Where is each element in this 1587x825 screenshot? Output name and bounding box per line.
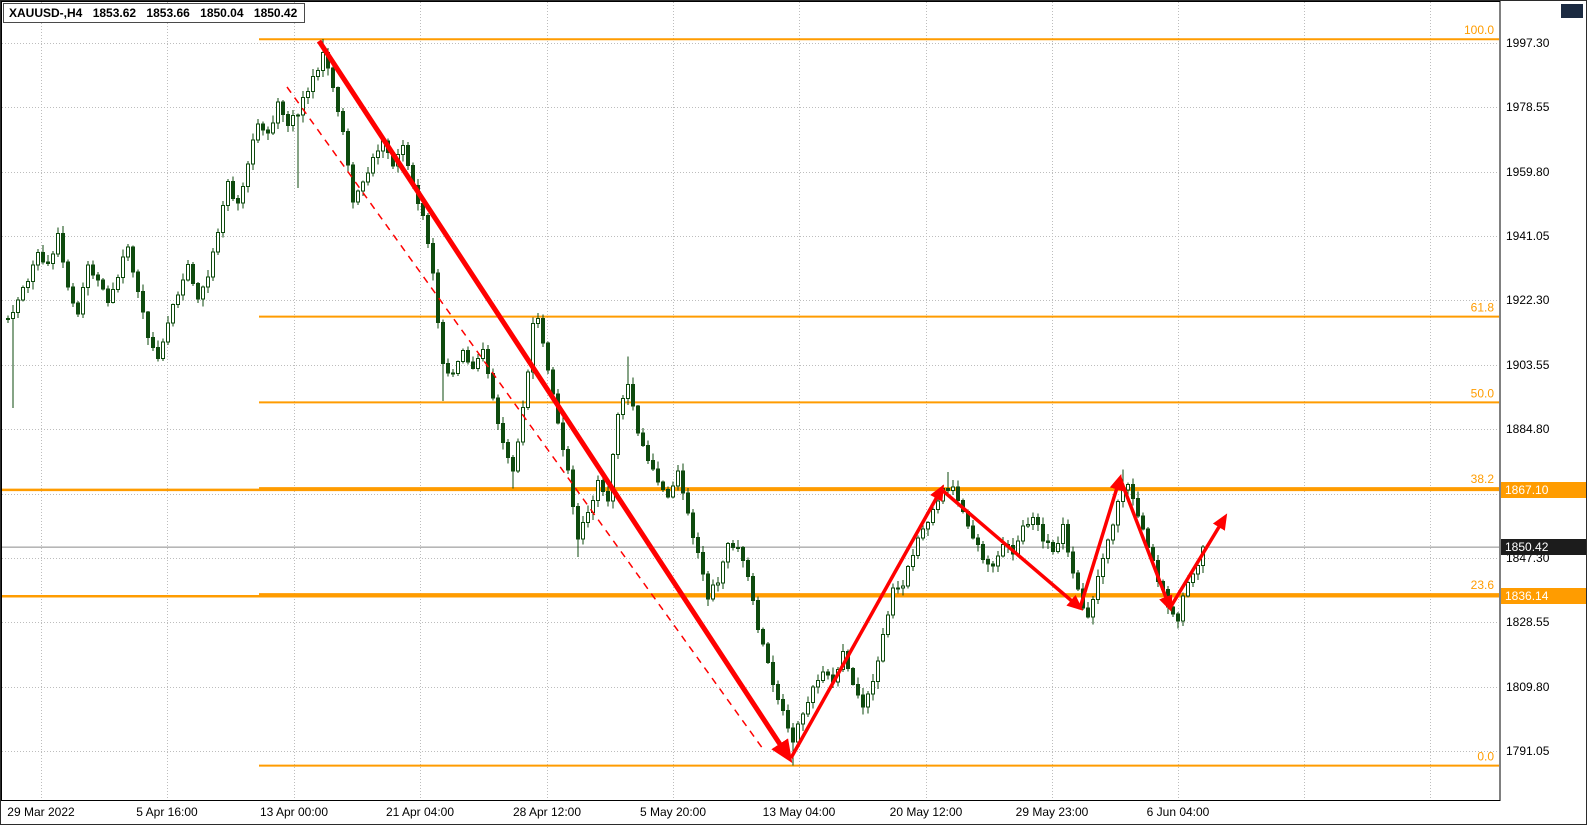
time-axis-label: 5 Apr 16:00 — [136, 805, 198, 819]
time-axis[interactable]: 29 Mar 2022 5 Apr 16:00 13 Apr 00:00 21 Apr… — [1, 801, 1586, 824]
ohlc-open-value: 1853.62 — [92, 6, 137, 20]
trend-arrow-4[interactable] — [1078, 473, 1124, 609]
trend-arrow-6[interactable] — [1168, 513, 1228, 609]
price-axis[interactable]: 1997.30 1978.55 1959.80 1941.05 1922.30 1903.… — [1501, 1, 1586, 801]
time-axis-label: 13 May 04:00 — [762, 805, 836, 819]
corner-widget — [1561, 4, 1583, 18]
price-axis-label: 1978.55 — [1506, 100, 1550, 115]
chart-plot-area[interactable]: 0.0 23.6 38.2 50.0 61.8 100.0 XAUUSD-,H4 1853… — [1, 1, 1501, 801]
price-axis-label: 1791.05 — [1506, 743, 1550, 758]
ohlc-close-value: 1850.42 — [253, 6, 298, 20]
time-axis-label: 13 Apr 00:00 — [259, 805, 329, 819]
time-axis-label: 5 May 20:00 — [639, 805, 707, 819]
fib-level-label-50.0: 50.0 — [1471, 386, 1495, 400]
price-axis-label: 1809.80 — [1506, 679, 1550, 694]
fib-level-label-23.6: 23.6 — [1471, 578, 1495, 592]
price-axis-label: 1997.30 — [1506, 35, 1550, 50]
trend-dashed-line[interactable] — [286, 86, 764, 750]
plot-border — [1, 1, 1501, 801]
hline-price-badge: 1836.14 — [1501, 588, 1586, 605]
chart-symbol-timeframe: XAUUSD-,H4 — [9, 6, 83, 20]
fib-level-label-0.0: 0.0 — [1477, 750, 1494, 764]
fib-level-label-61.8: 61.8 — [1471, 301, 1495, 315]
fibonacci-layer[interactable]: 0.0 23.6 38.2 50.0 61.8 100.0 — [2, 23, 1499, 767]
time-axis-label: 29 May 23:00 — [1015, 805, 1089, 819]
hline-price-badge: 1867.10 — [1501, 481, 1586, 498]
ohlc-high-value: 1853.66 — [146, 6, 190, 20]
trend-arrow-1[interactable] — [316, 39, 793, 764]
price-axis-label: 1903.55 — [1506, 357, 1550, 372]
trend-arrow-2[interactable] — [789, 484, 945, 759]
price-axis-label: 1941.05 — [1506, 229, 1550, 244]
ohlc-header: XAUUSD-,H4 1853.62 1853.66 1850.04 1850.… — [3, 3, 306, 23]
trend-arrows-layer[interactable] — [286, 39, 1228, 764]
price-axis-label: 1959.80 — [1506, 164, 1550, 179]
trend-arrow-3[interactable] — [940, 488, 1084, 611]
candlestick-chart-canvas[interactable]: 0.0 23.6 38.2 50.0 61.8 100.0 — [1, 1, 1501, 801]
time-axis-label: 20 May 12:00 — [889, 805, 963, 819]
time-axis-label: 21 Apr 04:00 — [385, 805, 455, 819]
trend-arrow-5[interactable] — [1118, 477, 1173, 612]
time-axis-label: 29 Mar 2022 — [7, 805, 75, 819]
time-axis-label: 28 Apr 12:00 — [512, 805, 582, 819]
grid-layer — [2, 2, 1499, 800]
time-axis-label: 6 Jun 04:00 — [1146, 805, 1210, 819]
price-axis-label: 1828.55 — [1506, 615, 1550, 630]
price-axis-label: 1884.80 — [1506, 422, 1550, 437]
fib-level-label-100.0: 100.0 — [1464, 23, 1494, 37]
price-axis-label: 1922.30 — [1506, 293, 1550, 308]
ohlc-low-value: 1850.04 — [200, 6, 244, 20]
fib-level-label-38.2: 38.2 — [1471, 472, 1495, 486]
current-price-badge: 1850.42 — [1501, 539, 1586, 556]
